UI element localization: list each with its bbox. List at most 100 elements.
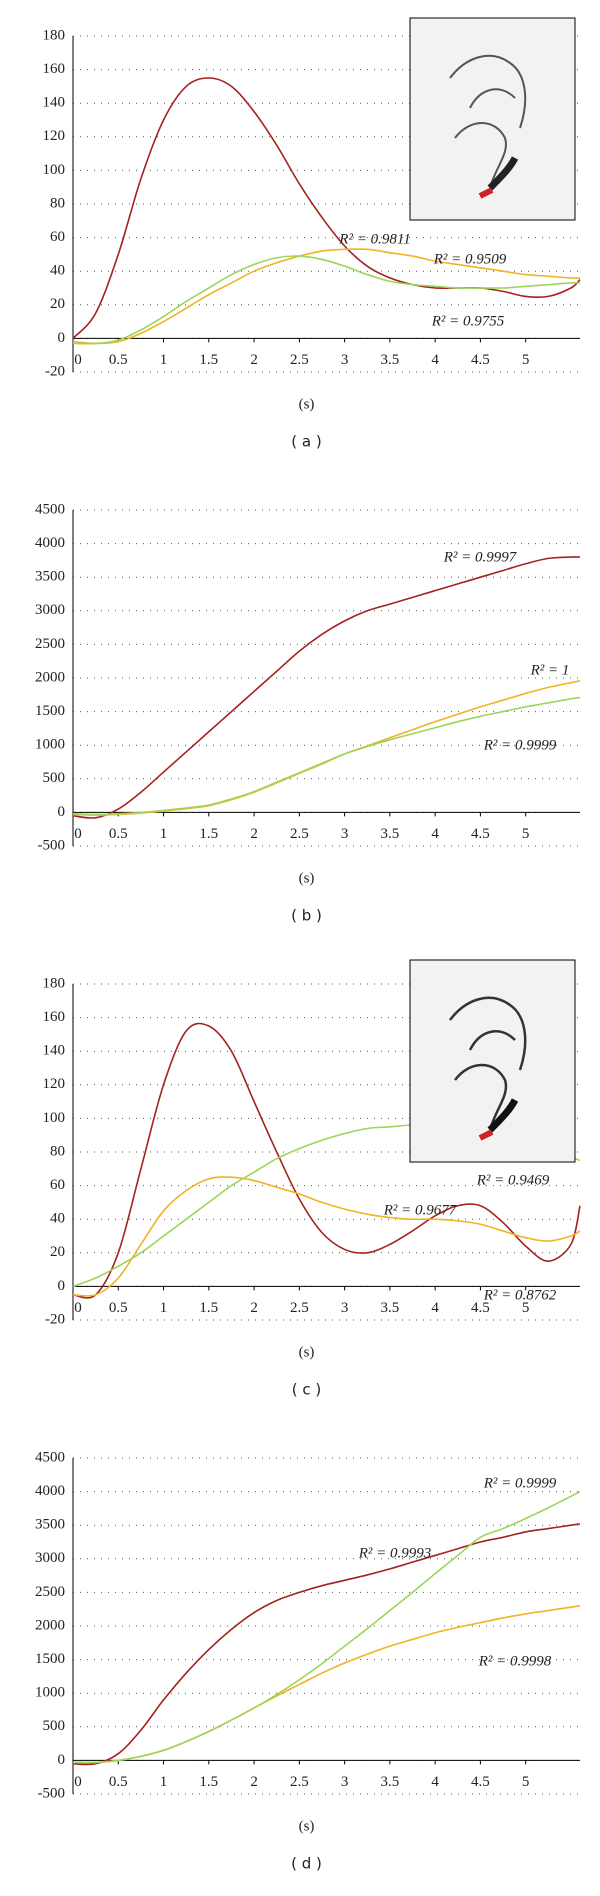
r-squared-label: R² = 0.8762 — [483, 1287, 557, 1303]
y-tick-label: 1000 — [35, 1685, 65, 1701]
r-squared-label: R² = 0.9509 — [433, 251, 507, 267]
y-tick-label: 40 — [50, 263, 65, 279]
y-tick-label: 4500 — [35, 1449, 65, 1465]
y-tick-label: 20 — [50, 296, 65, 312]
x-tick-label: 2.5 — [290, 826, 309, 842]
x-tick-label: 3 — [341, 352, 349, 368]
r-squared-label: R² = 0.9999 — [483, 1475, 557, 1491]
y-tick-label: 60 — [50, 229, 65, 245]
data-line — [72, 1605, 581, 1764]
x-tick-label: 4.5 — [471, 1774, 490, 1790]
data-line — [72, 1022, 581, 1299]
x-tick-label: 2 — [250, 826, 258, 842]
y-tick-label: 3000 — [35, 1550, 65, 1566]
y-tick-label: -500 — [38, 1785, 66, 1801]
x-tick-label: 3.5 — [381, 352, 400, 368]
y-tick-label: -20 — [45, 363, 65, 379]
x-tick-label: 0.5 — [109, 1300, 128, 1316]
y-tick-label: 100 — [43, 1110, 66, 1126]
x-tick-label: 2 — [250, 352, 258, 368]
x-tick-label: 5 — [522, 826, 530, 842]
y-tick-label: 2000 — [35, 669, 65, 685]
x-tick-label: 5 — [522, 1300, 530, 1316]
x-tick-label: 4 — [431, 826, 439, 842]
y-tick-label: 1000 — [35, 737, 65, 753]
x-tick-label: 1 — [160, 1300, 168, 1316]
x-tick-label: 1.5 — [199, 352, 218, 368]
x-tick-label: 0 — [74, 826, 82, 842]
x-axis-label: (s) — [299, 396, 315, 412]
x-tick-label: 2 — [250, 1300, 258, 1316]
data-line — [72, 696, 581, 816]
y-tick-label: 500 — [43, 1718, 66, 1734]
x-tick-label: 1 — [160, 826, 168, 842]
y-tick-label: 4000 — [35, 535, 65, 551]
x-tick-label: 4 — [431, 352, 439, 368]
x-tick-label: 1 — [160, 352, 168, 368]
y-tick-label: 140 — [43, 95, 66, 111]
y-tick-label: 3000 — [35, 602, 65, 618]
x-axis-label: (s) — [299, 1344, 315, 1360]
y-tick-label: 100 — [43, 162, 66, 178]
y-tick-label: 2500 — [35, 1584, 65, 1600]
data-line — [72, 1176, 581, 1297]
y-tick-label: 120 — [43, 128, 66, 144]
y-tick-label: 3500 — [35, 569, 65, 585]
x-tick-label: 0 — [74, 352, 82, 368]
x-tick-label: 4.5 — [471, 826, 490, 842]
y-tick-label: 2500 — [35, 636, 65, 652]
x-tick-label: 4.5 — [471, 352, 490, 368]
x-tick-label: 3 — [341, 826, 349, 842]
panel-caption: ( b ) — [291, 907, 322, 925]
chart-panel: -20 0 20 40 60 80 100 120 140 160 180 0 0.5 1 1.5 2 2.5 3… — [43, 27, 581, 451]
x-tick-label: 4 — [431, 1300, 439, 1316]
r-squared-label: R² = 1 — [530, 662, 570, 678]
r-squared-label: R² = 0.9469 — [476, 1172, 550, 1188]
x-tick-label: 4.5 — [471, 1300, 490, 1316]
x-tick-label: 1.5 — [199, 1774, 218, 1790]
x-tick-label: 3.5 — [381, 826, 400, 842]
x-tick-label: 2.5 — [290, 1774, 309, 1790]
y-tick-label: 160 — [43, 1009, 66, 1025]
x-tick-label: 4 — [431, 1774, 439, 1790]
x-axis-label: (s) — [299, 1818, 315, 1834]
panel-caption: ( d ) — [291, 1855, 322, 1873]
y-tick-label: 0 — [58, 804, 66, 820]
inset-image — [409, 17, 576, 221]
x-tick-label: 2 — [250, 1774, 258, 1790]
y-tick-label: -500 — [38, 837, 66, 853]
y-tick-label: 80 — [50, 195, 65, 211]
data-line — [72, 77, 581, 339]
y-tick-label: 4000 — [35, 1483, 65, 1499]
y-tick-label: 180 — [43, 27, 66, 43]
x-tick-label: 0.5 — [109, 1774, 128, 1790]
y-tick-label: 500 — [43, 770, 66, 786]
data-line — [72, 248, 581, 345]
y-tick-label: 180 — [43, 975, 66, 991]
x-tick-label: 2.5 — [290, 352, 309, 368]
panel-caption: ( a ) — [291, 433, 321, 451]
r-squared-label: R² = 0.9999 — [483, 737, 557, 753]
chart-panel: -500050010001500200025003000350040004500… — [35, 501, 581, 925]
x-tick-label: 0 — [74, 1300, 82, 1316]
y-tick-label: 20 — [50, 1244, 65, 1260]
panel-caption: ( c ) — [292, 1381, 322, 1399]
x-tick-label: 5 — [522, 352, 530, 368]
y-tick-label: -20 — [45, 1311, 65, 1327]
y-tick-label: 60 — [50, 1177, 65, 1193]
inset-image — [409, 959, 576, 1163]
y-tick-label: 0 — [58, 330, 66, 346]
data-line — [72, 1523, 581, 1766]
x-tick-label: 0.5 — [109, 352, 128, 368]
y-tick-label: 0 — [58, 1278, 66, 1294]
r-squared-label: R² = 0.9811 — [338, 231, 410, 247]
y-tick-label: 0 — [58, 1752, 66, 1768]
x-tick-label: 5 — [522, 1774, 530, 1790]
y-tick-label: 140 — [43, 1043, 66, 1059]
r-squared-label: R² = 0.9755 — [431, 313, 505, 329]
data-line — [72, 255, 581, 345]
y-tick-label: 80 — [50, 1143, 65, 1159]
chart-panel: -20 0 20 40 60 80 100 120 140 160 180 0 0.5 1 1.5 2 2.5 3… — [43, 975, 581, 1399]
r-squared-label: R² = 0.9997 — [443, 549, 518, 565]
